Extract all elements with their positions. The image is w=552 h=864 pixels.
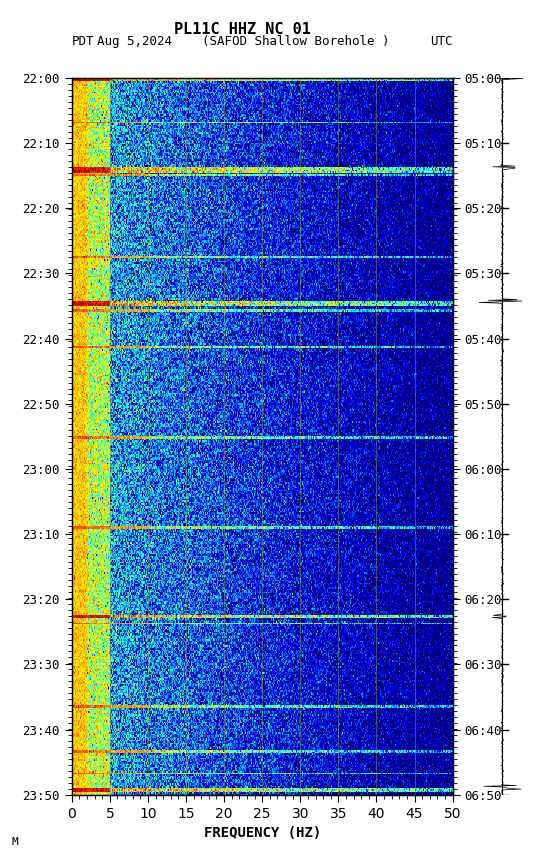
Text: Aug 5,2024    (SAFOD Shallow Borehole ): Aug 5,2024 (SAFOD Shallow Borehole ) <box>97 35 389 48</box>
Text: PL11C HHZ NC 01: PL11C HHZ NC 01 <box>174 22 311 36</box>
X-axis label: FREQUENCY (HZ): FREQUENCY (HZ) <box>204 826 321 841</box>
Text: PDT: PDT <box>72 35 94 48</box>
Text: UTC: UTC <box>430 35 453 48</box>
Text: M: M <box>11 836 18 847</box>
